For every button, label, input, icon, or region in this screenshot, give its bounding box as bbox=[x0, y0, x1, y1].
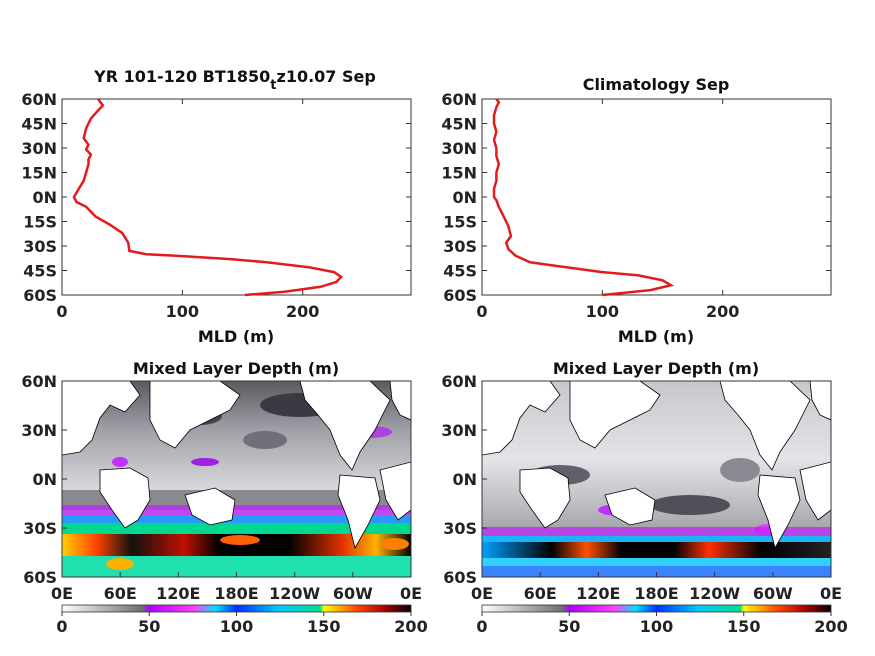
profile-climatology-xticks: 0 100 200 bbox=[476, 99, 739, 321]
ytick-label: 60S bbox=[23, 286, 57, 305]
map-climatology-title: Mixed Layer Depth (m) bbox=[553, 359, 759, 378]
ytick-label: 60N bbox=[21, 90, 57, 109]
map-climatology-colorbar bbox=[481, 604, 832, 613]
profile-model-axes bbox=[61, 98, 412, 296]
map-panel-model: Mixed Layer Depth (m) bbox=[21, 359, 427, 636]
profile-climatology-yticks: 60N 45N 30N 15N 0N 15S 30S 45S 60S bbox=[441, 90, 831, 305]
map-climatology-yticks: 60N 30N 0N 30S 60S bbox=[441, 372, 487, 587]
ytick-label: 15S bbox=[23, 213, 57, 232]
profile-climatology-title: Climatology Sep bbox=[583, 75, 730, 94]
xtick-label: 0 bbox=[476, 302, 487, 321]
xtick-label: 60E bbox=[524, 584, 557, 603]
colorbar-tick-label: 100 bbox=[640, 617, 673, 636]
ytick-label: 60N bbox=[21, 372, 57, 391]
ytick-label: 30S bbox=[23, 519, 57, 538]
profile-model-yticks: 60N 45N 30N 15N 0N 15S 30S 45S 60S bbox=[21, 90, 411, 305]
ytick-label: 30N bbox=[21, 139, 57, 158]
ytick-label: 0N bbox=[32, 470, 57, 489]
map-model-colorbar-ticks: 0 50 100 150 200 bbox=[56, 612, 428, 636]
map-model-title: Mixed Layer Depth (m) bbox=[133, 359, 339, 378]
ytick-label: 30S bbox=[443, 237, 477, 256]
profile-panel-model: YR 101-120 BT1850tz10.07 Sep 60N 45N 30N 15… bbox=[21, 67, 412, 346]
profile-model-xlabel: MLD (m) bbox=[198, 327, 274, 346]
colorbar-tick-label: 200 bbox=[814, 617, 847, 636]
map-climatology-field bbox=[482, 381, 831, 577]
ytick-label: 15N bbox=[21, 164, 57, 183]
profile-climatology-line bbox=[492, 98, 675, 297]
ytick-label: 60S bbox=[443, 286, 477, 305]
profile-climatology-xlabel: MLD (m) bbox=[618, 327, 694, 346]
ytick-label: 0N bbox=[32, 188, 57, 207]
ytick-label: 15S bbox=[443, 213, 477, 232]
profile-climatology-axes bbox=[481, 98, 832, 296]
ytick-label: 45N bbox=[21, 115, 57, 134]
map-model-xticks: 0E 60E 120E 180E 120W 60W 0E bbox=[51, 572, 422, 603]
map-model-yticks: 60N 30N 0N 30S 60S bbox=[21, 372, 67, 587]
xtick-label: 60E bbox=[104, 584, 137, 603]
profile-panel-climatology: Climatology Sep 60N45N30N15N0N15S30S45S6… bbox=[441, 75, 832, 346]
map-climatology-colorbar-ticks: 0 50 100 150 200 bbox=[476, 612, 848, 636]
xtick-label: 180E bbox=[214, 584, 258, 603]
colorbar-tick-label: 50 bbox=[558, 617, 580, 636]
xtick-label: 120W bbox=[689, 584, 740, 603]
ytick-label: 30S bbox=[443, 519, 477, 538]
ytick-label: 60S bbox=[443, 568, 477, 587]
xtick-label: 180E bbox=[634, 584, 678, 603]
xtick-label: 200 bbox=[286, 302, 319, 321]
ytick-label: 0N bbox=[452, 470, 477, 489]
ytick-label: 0N bbox=[452, 188, 477, 207]
profile-model-title: YR 101-120 BT1850tz10.07 Sep bbox=[93, 67, 376, 93]
ytick-label: 60S bbox=[23, 568, 57, 587]
ytick-label: 45N bbox=[441, 115, 477, 134]
colorbar-tick-label: 100 bbox=[220, 617, 253, 636]
ytick-label: 30N bbox=[441, 139, 477, 158]
xtick-label: 100 bbox=[586, 302, 619, 321]
xtick-label: 0 bbox=[56, 302, 67, 321]
ytick-label: 30N bbox=[21, 421, 57, 440]
xtick-label: 60W bbox=[333, 584, 373, 603]
colorbar-tick-label: 150 bbox=[727, 617, 760, 636]
colorbar-tick-label: 0 bbox=[476, 617, 487, 636]
xtick-label: 120E bbox=[576, 584, 620, 603]
xtick-label: 60W bbox=[753, 584, 793, 603]
colorbar-tick-label: 50 bbox=[138, 617, 160, 636]
xtick-label: 0E bbox=[51, 584, 73, 603]
ytick-label: 60N bbox=[441, 90, 477, 109]
xtick-label: 120E bbox=[156, 584, 200, 603]
xtick-label: 120W bbox=[269, 584, 320, 603]
colorbar-tick-label: 150 bbox=[307, 617, 340, 636]
ytick-label: 30N bbox=[441, 421, 477, 440]
ytick-label: 30S bbox=[23, 237, 57, 256]
ytick-label: 45S bbox=[23, 262, 57, 281]
map-panel-climatology: Mixed Layer Depth (m) 60N 30N 0N 30S 60S bbox=[441, 359, 847, 636]
map-model-field bbox=[62, 381, 411, 577]
colorbar-tick-label: 0 bbox=[56, 617, 67, 636]
map-model-colorbar bbox=[61, 604, 412, 613]
xtick-label: 200 bbox=[706, 302, 739, 321]
ytick-label: 45S bbox=[443, 262, 477, 281]
ytick-label: 15N bbox=[441, 164, 477, 183]
profile-model-xticks: 0 100 200 bbox=[56, 99, 319, 321]
xtick-label: 0E bbox=[820, 584, 842, 603]
xtick-label: 100 bbox=[166, 302, 199, 321]
xtick-label: 0E bbox=[400, 584, 422, 603]
ytick-label: 60N bbox=[441, 372, 477, 391]
xtick-label: 0E bbox=[471, 584, 493, 603]
colorbar-tick-label: 200 bbox=[394, 617, 427, 636]
profile-model-line bbox=[72, 98, 344, 297]
map-climatology-xticks: 0E 60E 120E 180E 120W 60W 0E bbox=[471, 572, 842, 603]
